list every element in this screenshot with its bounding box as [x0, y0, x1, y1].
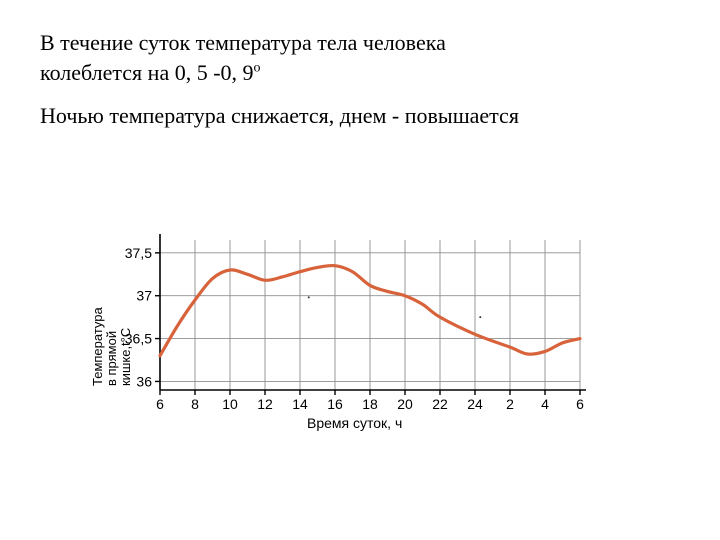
svg-text:2: 2 — [506, 396, 514, 412]
intro-line3: Ночью температура снижается, днем - повы… — [40, 101, 680, 131]
svg-text:22: 22 — [432, 396, 448, 412]
svg-text:37,5: 37,5 — [125, 245, 152, 261]
page: В течение суток температура тела человек… — [0, 0, 720, 540]
svg-text:6: 6 — [156, 396, 164, 412]
svg-text:14: 14 — [292, 396, 308, 412]
svg-text:в прямой: в прямой — [104, 331, 119, 386]
intro-line1: В течение суток температура тела человек… — [40, 30, 446, 55]
svg-text:кишке,t°С: кишке,t°С — [118, 328, 133, 386]
svg-text:8: 8 — [191, 396, 199, 412]
svg-text:36: 36 — [136, 373, 152, 389]
svg-text:20: 20 — [397, 396, 413, 412]
svg-text:Температура: Температура — [90, 306, 105, 386]
svg-text:24: 24 — [467, 396, 483, 412]
svg-text:10: 10 — [222, 396, 238, 412]
intro-paragraph: В течение суток температура тела человек… — [40, 28, 680, 87]
svg-text:37: 37 — [136, 288, 152, 304]
degree-sup: о — [254, 60, 261, 75]
svg-text:6: 6 — [576, 396, 584, 412]
svg-text:Время суток, ч: Время суток, ч — [307, 415, 402, 431]
svg-text:16: 16 — [327, 396, 343, 412]
chart-svg: 3636,53737,5681012141618202224246Время с… — [90, 220, 610, 480]
intro-line2a: колеблется на 0, 5 -0, 9 — [40, 60, 254, 85]
svg-text:4: 4 — [541, 396, 549, 412]
svg-text:12: 12 — [257, 396, 273, 412]
temperature-chart: 3636,53737,5681012141618202224246Время с… — [90, 220, 610, 480]
svg-text:18: 18 — [362, 396, 378, 412]
